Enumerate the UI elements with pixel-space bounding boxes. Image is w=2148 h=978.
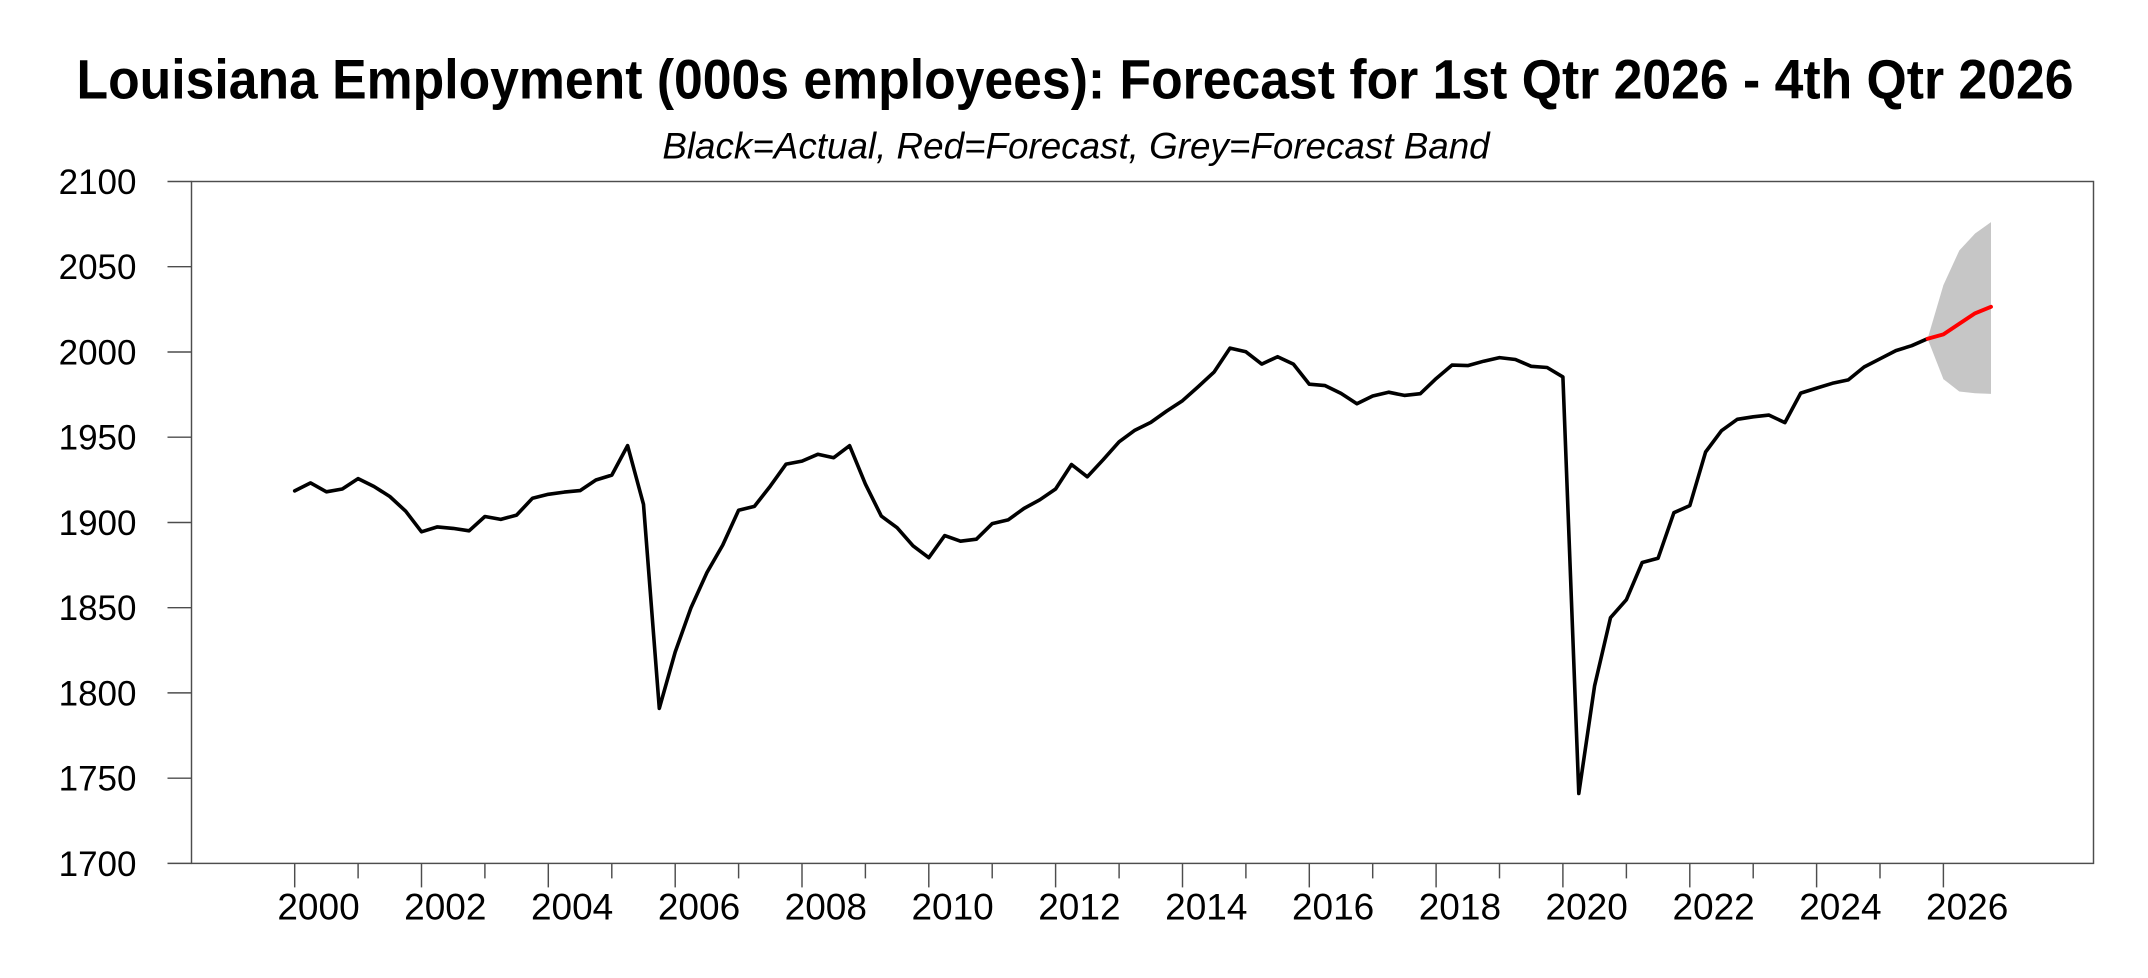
svg-text:2008: 2008 (785, 887, 867, 928)
svg-text:2000: 2000 (277, 887, 359, 928)
svg-text:2014: 2014 (1165, 887, 1247, 928)
svg-text:2012: 2012 (1038, 887, 1120, 928)
svg-text:Louisiana Employment (000s emp: Louisiana Employment (000s employees): F… (77, 47, 2074, 110)
svg-text:1950: 1950 (59, 419, 137, 458)
svg-text:1700: 1700 (59, 845, 137, 884)
svg-text:2022: 2022 (1672, 887, 1754, 928)
svg-text:2024: 2024 (1799, 887, 1881, 928)
svg-text:1900: 1900 (59, 504, 137, 543)
svg-text:1750: 1750 (59, 760, 137, 799)
svg-text:1800: 1800 (59, 674, 137, 713)
svg-text:2006: 2006 (658, 887, 740, 928)
svg-text:2004: 2004 (531, 887, 613, 928)
svg-text:2020: 2020 (1546, 887, 1628, 928)
svg-text:2010: 2010 (911, 887, 993, 928)
svg-text:2016: 2016 (1292, 887, 1374, 928)
svg-text:1850: 1850 (59, 589, 137, 628)
svg-text:2002: 2002 (404, 887, 486, 928)
svg-text:2000: 2000 (59, 334, 137, 373)
svg-text:2050: 2050 (59, 248, 137, 287)
svg-text:2100: 2100 (59, 163, 137, 202)
svg-text:2026: 2026 (1926, 887, 2008, 928)
svg-text:2018: 2018 (1419, 887, 1501, 928)
svg-text:Black=Actual, Red=Forecast, Gr: Black=Actual, Red=Forecast, Grey=Forecas… (662, 125, 1491, 166)
